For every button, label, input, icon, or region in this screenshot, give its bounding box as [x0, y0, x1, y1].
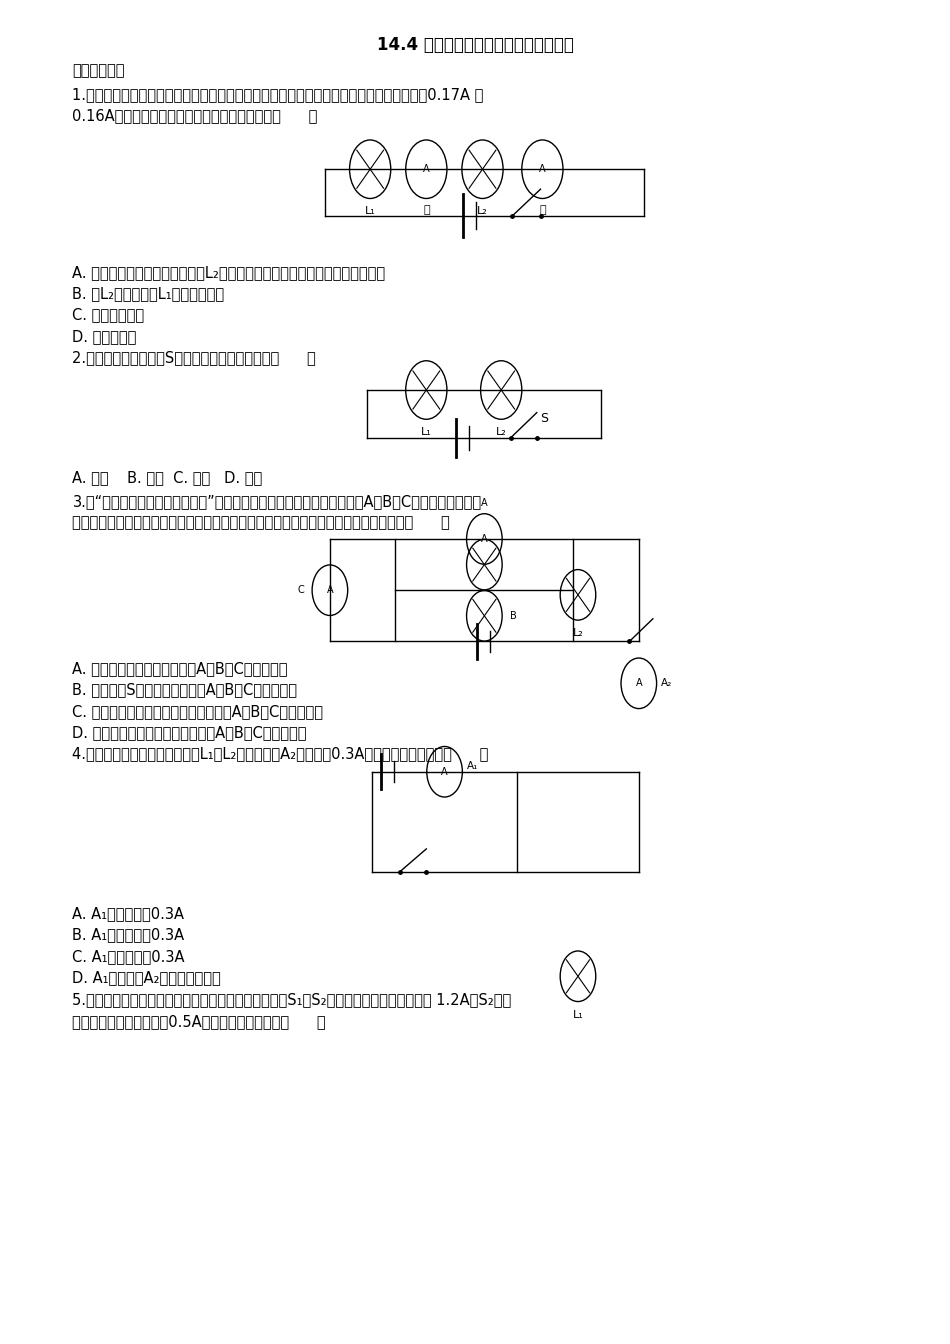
Text: S: S: [541, 411, 548, 425]
Text: 乙: 乙: [539, 206, 545, 215]
Text: A. 将电源两极对调，再次测量A、B、C三处的电流: A. 将电源两极对调，再次测量A、B、C三处的电流: [72, 661, 288, 676]
Text: D. A₁的示数与A₂的示数无法比较: D. A₁的示数与A₂的示数无法比较: [72, 970, 221, 985]
Text: A: A: [481, 499, 487, 508]
Text: A. 电流先达到电流表甲，经过灯L₂时被消耗了一些，到达电流表乙时会少一些: A. 电流先达到电流表甲，经过灯L₂时被消耗了一些，到达电流表乙时会少一些: [72, 265, 386, 280]
Text: 1.在研究串联电路中电流的特点时，连接如图所示电路，实验时电流表甲和乙的示数分别为0.17A 和: 1.在研究串联电路中电流的特点时，连接如图所示电路，实验时电流表甲和乙的示数分别…: [72, 87, 484, 102]
Text: D. 换用不同规格的灯泡，再次测量A、B、C三处的电流: D. 换用不同规格的灯泡，再次测量A、B、C三处的电流: [72, 726, 307, 741]
Text: L₁: L₁: [421, 427, 431, 437]
Text: C. 将图中两只灯泡位置对调，再次测量A、B、C三处的电流: C. 将图中两只灯泡位置对调，再次测量A、B、C三处的电流: [72, 704, 323, 719]
Text: 4.如图所示，闭合开关后，灯泡L₁比L₂亮，电流表A₂的示数为0.3A．下列说法正确的是（      ）: 4.如图所示，闭合开关后，灯泡L₁比L₂亮，电流表A₂的示数为0.3A．下列说法…: [72, 746, 489, 762]
Text: 2.如图所示，闭合开关S，则两灯一定具有相同的（      ）: 2.如图所示，闭合开关S，则两灯一定具有相同的（ ）: [72, 351, 316, 366]
Text: A: A: [539, 164, 545, 175]
Text: C: C: [298, 585, 305, 595]
Text: A: A: [327, 585, 333, 595]
Text: 0.16A，造成两个电流表示数不同的原因可能是（      ）: 0.16A，造成两个电流表示数不同的原因可能是（ ）: [72, 108, 318, 124]
Text: B: B: [509, 610, 517, 621]
Text: 3.在“探究并联电路中的电流特点”实验中，某同学用电流表分别测出图中A、B、C三处的电流大小，: 3.在“探究并联电路中的电流特点”实验中，某同学用电流表分别测出图中A、B、C三…: [72, 493, 482, 509]
Text: L₁: L₁: [573, 1009, 583, 1020]
Text: 时，电流表的示数变化了0.5A．下列判断正确的是（      ）: 时，电流表的示数变化了0.5A．下列判断正确的是（ ）: [72, 1013, 326, 1030]
Text: A. A₁的示数小于0.3A: A. A₁的示数小于0.3A: [72, 906, 184, 921]
Text: L₂: L₂: [496, 427, 506, 437]
Text: 一、夹实基础: 一、夹实基础: [72, 63, 125, 78]
Text: A: A: [441, 767, 447, 777]
Text: B. 灯L₂的电阶比灯L₁的电阶大一些: B. 灯L₂的电阶比灯L₁的电阶大一些: [72, 286, 224, 301]
Text: C. A₁的示数等于0.3A: C. A₁的示数等于0.3A: [72, 949, 185, 964]
Text: L₂: L₂: [477, 207, 488, 216]
Text: B. 改变开关S的位置，再次测量A、B、C三处的电流: B. 改变开关S的位置，再次测量A、B、C三处的电流: [72, 683, 297, 698]
Text: B. A₁的示数大于0.3A: B. A₁的示数大于0.3A: [72, 927, 184, 942]
Text: A. 功率    B. 电压  C. 电流   D. 电阶: A. 功率 B. 电压 C. 电流 D. 电阶: [72, 470, 263, 485]
Text: L₁: L₁: [365, 207, 375, 216]
Text: 并初步得到它们之间关系的结论．为了进一步探究它们之间的关系，下一步他的操作是（      ）: 并初步得到它们之间关系的结论．为了进一步探究它们之间的关系，下一步他的操作是（ …: [72, 515, 450, 530]
Text: D. 导线有电阶: D. 导线有电阶: [72, 329, 137, 344]
Text: 5.如图是某同学在一次实验探究中所连接的电路．开关S₁、S₂都闭合时，电流表的示数是 1.2A，S₂断开: 5.如图是某同学在一次实验探究中所连接的电路．开关S₁、S₂都闭合时，电流表的示…: [72, 993, 512, 1008]
Text: A: A: [481, 534, 487, 544]
Text: A: A: [423, 164, 429, 175]
Text: A₂: A₂: [661, 679, 673, 688]
Text: 甲: 甲: [423, 206, 429, 215]
Text: A₁: A₁: [467, 762, 479, 771]
Text: C. 电流表的缘故: C. 电流表的缘故: [72, 308, 144, 323]
Text: L₂: L₂: [573, 628, 583, 638]
Text: 14.4 科学探究：串联和并联电路的电流: 14.4 科学探究：串联和并联电路的电流: [376, 36, 574, 54]
Text: A: A: [636, 679, 642, 688]
